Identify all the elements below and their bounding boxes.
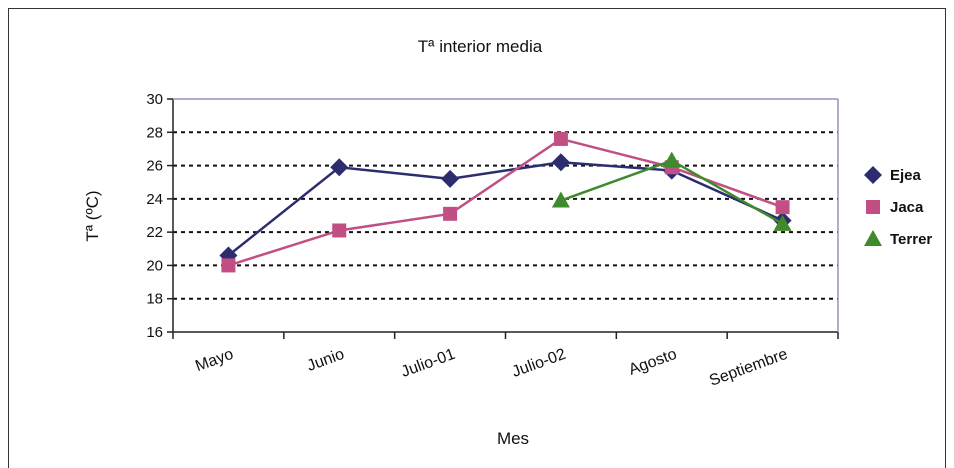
- legend-item-terrer: Terrer: [864, 230, 932, 248]
- series-ejea: [219, 153, 792, 265]
- legend-marker-ejea: [864, 166, 882, 184]
- data-point-ejea: [551, 153, 570, 172]
- series-jaca: [221, 131, 790, 273]
- legend-marker-jaca: [866, 200, 880, 214]
- x-axis-ticks: Mayo Junio Julio-01 Julio-02 Agosto Septiembr…: [172, 332, 839, 390]
- data-point-ejea: [330, 158, 349, 177]
- grid-lines: [173, 131, 838, 300]
- chart-frame: [8, 8, 946, 468]
- data-point-jaca: [553, 131, 568, 146]
- y-tick-label: 18: [146, 291, 163, 308]
- data-point-jaca: [775, 200, 790, 215]
- data-point-ejea: [219, 246, 238, 265]
- y-axis-ticks: 16 18 20 22 24 26 28 30: [146, 91, 173, 341]
- legend-label-terrer: Terrer: [890, 231, 932, 248]
- y-tick-label: 30: [146, 91, 163, 108]
- y-tick-label: 24: [146, 191, 163, 208]
- series-line-ejea: [227, 160, 784, 257]
- data-point-jaca: [443, 206, 458, 221]
- legend: Ejea Jaca Terrer: [864, 166, 932, 248]
- series-line-jaca: [228, 137, 784, 267]
- y-tick-label: 16: [146, 324, 163, 341]
- x-tick-label: Julio-01: [399, 346, 458, 381]
- legend-item-ejea: Ejea: [864, 166, 922, 184]
- y-tick-label: 22: [146, 224, 163, 241]
- x-tick-label: Julio-02: [510, 346, 569, 381]
- chart-title: Tª interior media: [418, 37, 543, 56]
- data-point-jaca: [221, 258, 236, 273]
- y-tick-label: 20: [146, 257, 163, 274]
- x-tick-label: Septiembre: [707, 346, 790, 390]
- x-tick-label: Junio: [305, 346, 347, 375]
- data-point-terrer: [662, 151, 681, 168]
- y-tick-label: 28: [146, 124, 163, 141]
- x-tick-label: Mayo: [193, 346, 236, 375]
- x-axis-label: Mes: [497, 429, 529, 448]
- data-point-ejea: [441, 169, 460, 188]
- legend-item-jaca: Jaca: [866, 199, 924, 216]
- y-axis-label: Tª (ºC): [83, 190, 102, 241]
- y-tick-label: 26: [146, 158, 163, 175]
- data-point-terrer: [773, 214, 792, 231]
- legend-marker-terrer: [864, 230, 882, 246]
- data-point-jaca: [332, 223, 347, 238]
- legend-label-ejea: Ejea: [890, 167, 922, 184]
- series-group: [219, 131, 792, 273]
- x-tick-label: Agosto: [626, 346, 679, 379]
- data-point-terrer: [551, 191, 570, 208]
- series-terrer: [551, 151, 792, 231]
- legend-label-jaca: Jaca: [890, 199, 924, 216]
